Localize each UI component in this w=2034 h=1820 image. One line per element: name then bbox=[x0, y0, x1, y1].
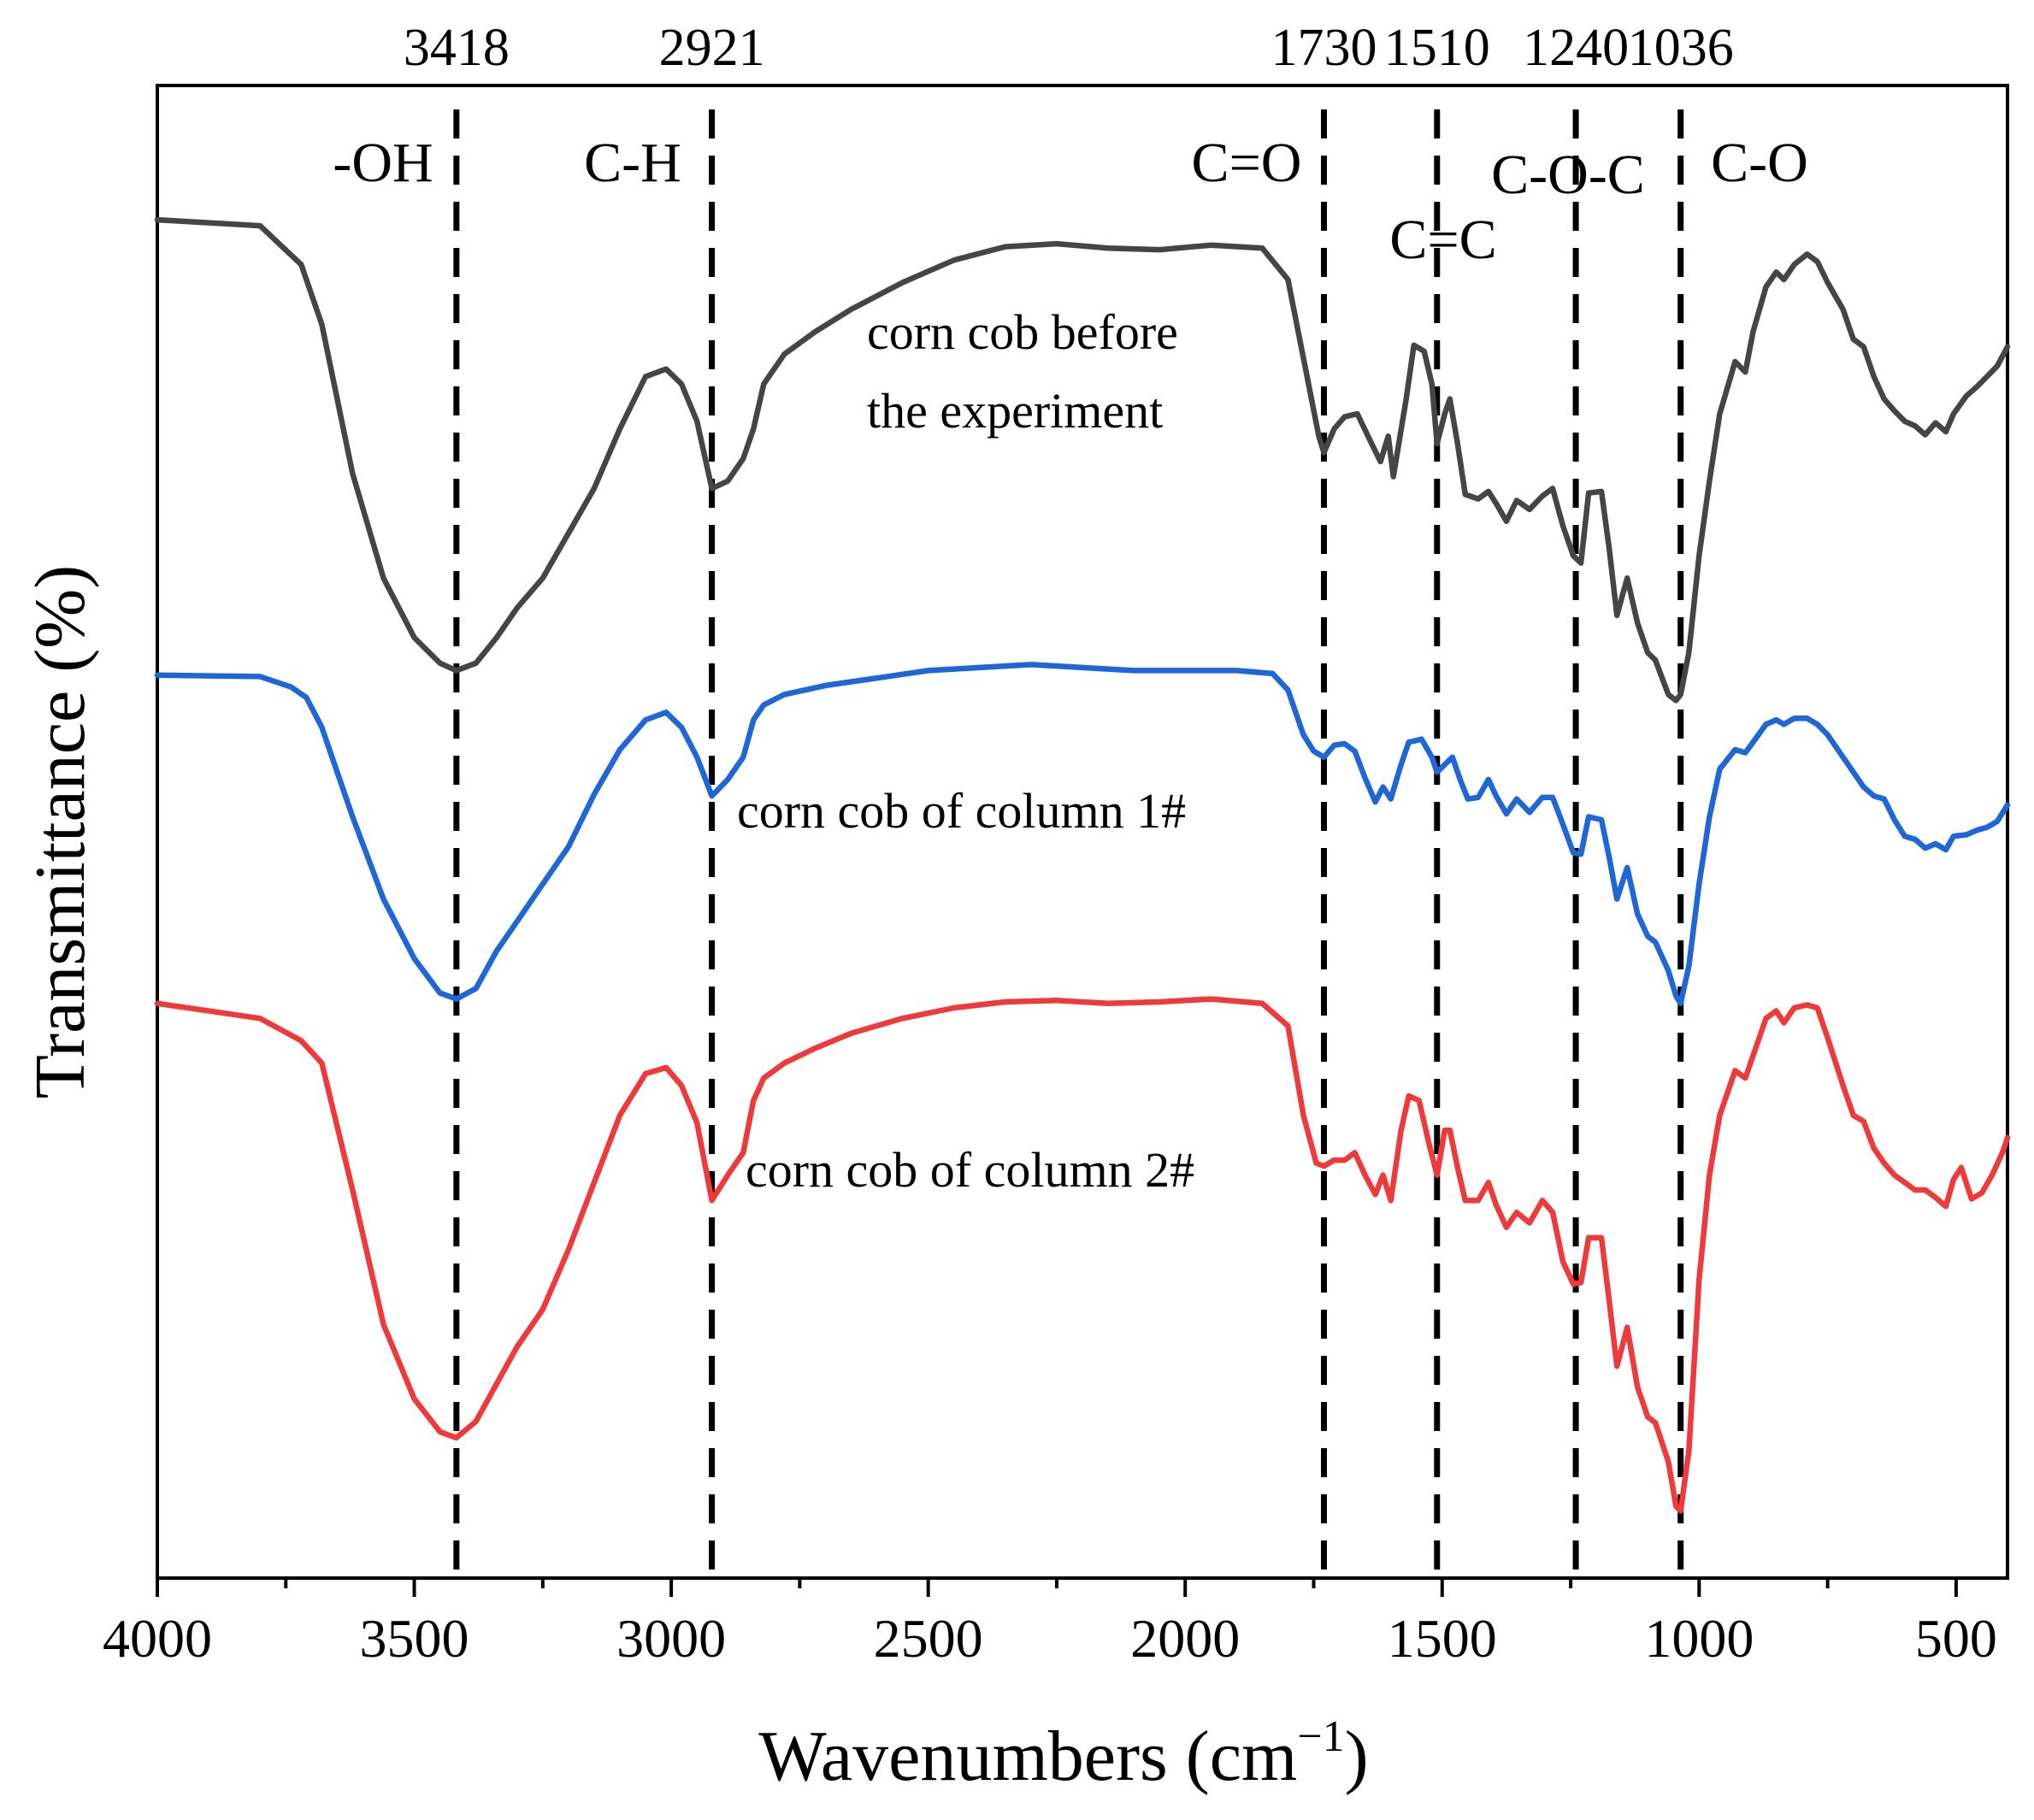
series-line-1 bbox=[154, 216, 2011, 704]
group-label-cc-double: C=C bbox=[1389, 209, 1496, 271]
peak-reference-lines bbox=[453, 109, 1684, 1578]
x-axis-ticks: 4000 3500 3000 2500 2000 1500 1000 500 bbox=[103, 1578, 1997, 1669]
x-tick-label: 2500 bbox=[874, 1608, 983, 1669]
x-tick-label: 4000 bbox=[103, 1608, 212, 1669]
x-axis-title-end: ) bbox=[1345, 1717, 1369, 1796]
group-label-oh: -OH bbox=[333, 132, 433, 194]
x-axis-title-text: Wavenumbers (cm bbox=[758, 1717, 1297, 1796]
series-line-2 bbox=[154, 662, 2011, 1007]
group-label-co-single: C-O bbox=[1711, 132, 1808, 194]
x-tick-label: 1500 bbox=[1388, 1608, 1497, 1669]
spectra-series bbox=[154, 216, 2011, 1514]
series-label-before-line1: corn cob before bbox=[867, 304, 1178, 360]
group-label-coc: C-O-C bbox=[1491, 144, 1645, 206]
x-tick-label: 2000 bbox=[1130, 1608, 1240, 1669]
group-label-co-double: C=O bbox=[1192, 132, 1302, 194]
peak-label-1730: 1730 bbox=[1271, 19, 1377, 77]
peak-label-1510: 1510 bbox=[1384, 19, 1490, 77]
x-axis-title: Wavenumbers (cm−1) bbox=[758, 1712, 1368, 1796]
x-tick-label: 1000 bbox=[1644, 1608, 1754, 1669]
x-tick-label: 500 bbox=[1915, 1608, 1997, 1669]
x-axis-title-superscript: −1 bbox=[1297, 1712, 1344, 1761]
y-axis-title: Transmittance (%) bbox=[21, 565, 100, 1098]
series-label-column1: corn cob of column 1# bbox=[737, 783, 1186, 839]
peak-label-1240: 1240 bbox=[1523, 19, 1629, 77]
series-label-column2: corn cob of column 2# bbox=[746, 1142, 1194, 1198]
series-label-before-line2: the experiment bbox=[867, 383, 1163, 439]
peak-label-3418: 3418 bbox=[404, 19, 510, 77]
plot-frame bbox=[156, 84, 2009, 1580]
x-tick-label: 3000 bbox=[616, 1608, 726, 1669]
series-line-3 bbox=[154, 996, 2011, 1514]
x-tick-label: 3500 bbox=[360, 1608, 469, 1669]
peak-label-1036: 1036 bbox=[1628, 19, 1734, 77]
peak-label-2921: 2921 bbox=[659, 19, 765, 77]
group-label-ch: C-H bbox=[584, 132, 681, 194]
